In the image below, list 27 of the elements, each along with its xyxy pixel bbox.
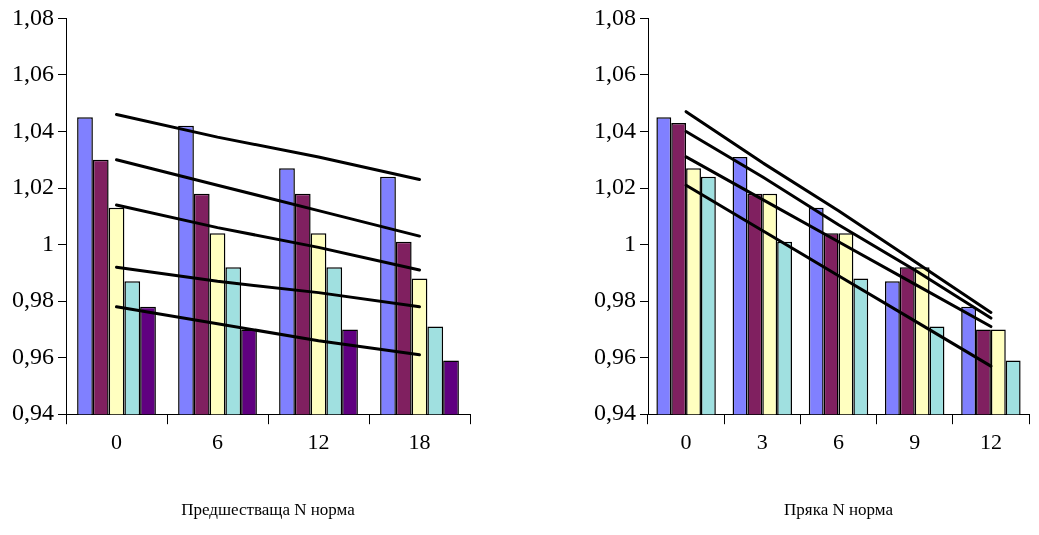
y-tick-label: 1 [624,229,636,256]
y-tick-label: 1,06 [12,60,54,87]
x-tick-label: 6 [212,429,223,455]
x-tick-label: 0 [680,429,692,455]
y-tick-label: 1,02 [594,173,636,200]
x-tick-label: 0 [111,429,122,455]
x-tick-label: 9 [909,429,921,455]
y-tick-label: 1,04 [594,116,636,143]
y-tick-label: 0,96 [12,342,54,369]
y-tick-label: 1 [42,229,54,256]
y-tick-label: 1,04 [12,116,54,143]
x-tick-label: 12 [307,429,330,455]
x-axis-title: Пряка N норма [784,500,894,520]
y-tick-label: 0,98 [594,286,636,313]
x-axis-title: Предшестваща N норма [181,500,356,520]
y-tick-label: 1,02 [12,173,54,200]
y-tick-label: 0,94 [594,399,636,426]
y-tick-label: 0,94 [12,399,54,426]
y-tick-label: 1,06 [594,60,636,87]
x-tick-label: 18 [408,429,431,455]
y-tick-label: 0,96 [594,342,636,369]
y-tick-label: 1,08 [12,3,54,30]
x-tick-label: 3 [756,429,768,455]
y-tick-label: 0,98 [12,286,54,313]
x-tick-label: 6 [833,429,844,455]
y-tick-label: 1,08 [594,3,636,30]
x-tick-label: 12 [979,429,1002,455]
